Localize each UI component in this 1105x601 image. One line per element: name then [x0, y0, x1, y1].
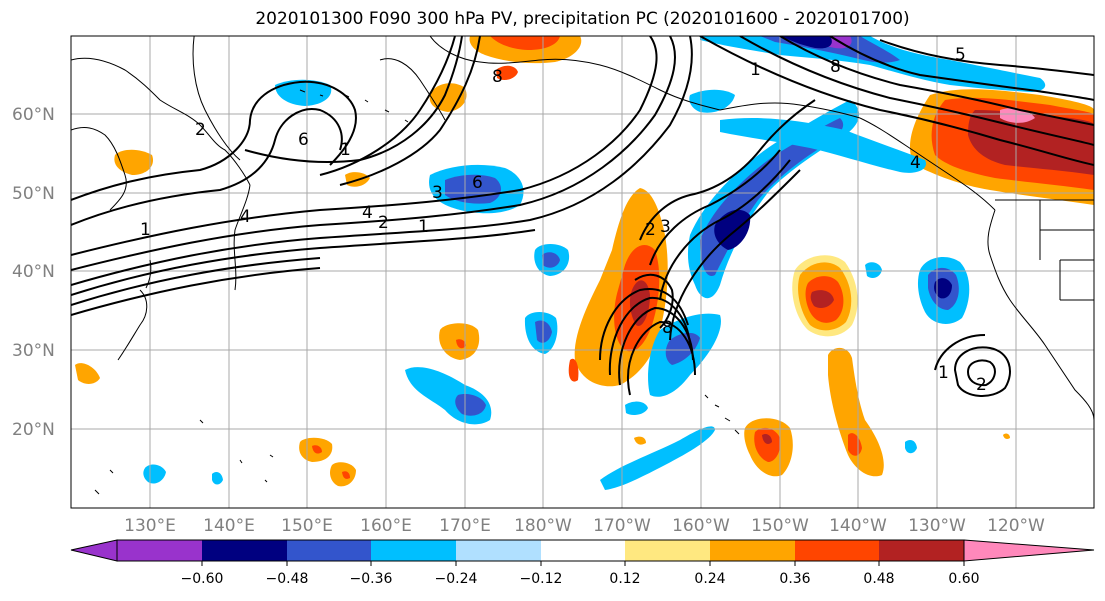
contour-label: 8: [830, 57, 841, 77]
lon-label: 160°E: [360, 516, 412, 536]
lon-label: 150°W: [751, 516, 809, 536]
map-gridlines: [71, 36, 1094, 508]
latitude-labels: 60°N 50°N 40°N 30°N 20°N: [12, 105, 55, 440]
lon-label: 180°W: [514, 516, 572, 536]
colorbar-tick-label: −0.48: [266, 571, 309, 587]
colorbar-tick-label: −0.36: [350, 571, 393, 587]
colorbar-segment: [879, 540, 964, 561]
colorbar-segment: [625, 540, 710, 561]
colorbar-segment: [202, 540, 287, 561]
colorbar-tick-label: 0.60: [948, 571, 979, 587]
colorbar-segment: [287, 540, 371, 561]
contour-label: 8: [662, 318, 673, 338]
coastlines: [71, 36, 1094, 495]
colorbar-extend-left: [70, 539, 118, 562]
longitude-labels: 130°E 140°E 150°E 160°E 170°E 180°W 170°…: [124, 516, 1045, 536]
lat-label: 60°N: [12, 105, 55, 125]
lon-label: 140°W: [829, 516, 887, 536]
contour-label: 5: [955, 45, 966, 65]
lon-label: 170°E: [439, 516, 491, 536]
lat-label: 50°N: [12, 184, 55, 204]
colorbar-segment: [541, 540, 625, 561]
contour-label: 2: [976, 375, 987, 395]
colorbar-tick-label: 0.48: [863, 571, 894, 587]
lat-label: 40°N: [12, 262, 55, 282]
lat-label: 20°N: [12, 420, 55, 440]
colorbar-tick-label: 0.24: [694, 571, 725, 587]
colorbar-segment: [117, 540, 202, 561]
colorbar-tick-label: 0.12: [609, 571, 640, 587]
map-frame: [70, 35, 1095, 509]
contour-label: 3: [660, 217, 671, 237]
contour-label: 1: [340, 140, 351, 160]
pv-contours: [71, 36, 1094, 397]
colorbar-tick-label: −0.60: [181, 571, 224, 587]
contour-label: 4: [910, 153, 921, 173]
colorbar-segment: [795, 540, 879, 561]
contour-label: 1: [750, 60, 761, 80]
colorbar-segment: [710, 540, 795, 561]
lon-label: 120°W: [987, 516, 1045, 536]
contour-label: 1: [140, 220, 151, 240]
lon-label: 130°W: [908, 516, 966, 536]
colorbar-segment: [456, 540, 541, 561]
lon-label: 150°E: [281, 516, 333, 536]
lon-label: 160°W: [672, 516, 730, 536]
contour-label: 2: [378, 213, 389, 233]
colorbar-tick-label: −0.24: [435, 571, 478, 587]
contour-label: 1: [418, 217, 429, 237]
map-title: 2020101300 F090 300 hPa PV, precipitatio…: [255, 9, 910, 29]
contour-label: 6: [298, 130, 309, 150]
colorbar-tick-label: −0.12: [520, 571, 563, 587]
lon-label: 130°E: [124, 516, 176, 536]
contour-label: 2: [645, 220, 656, 240]
contour-label: 4: [240, 207, 251, 227]
lat-label: 30°N: [12, 341, 55, 361]
contour-label: 8: [492, 67, 503, 87]
colorbar: −0.60 −0.48 −0.36 −0.24 −0.12 0.12 0.24 …: [70, 539, 1095, 587]
contour-label: 4: [362, 203, 373, 223]
colorbar-extend-right: [963, 539, 1095, 562]
lon-label: 170°W: [593, 516, 651, 536]
colorbar-tick-label: 0.36: [779, 571, 810, 587]
contour-labels: 1 2 4 6 8 1 2 3 4 6 1 5 8 2 1 3 4 8 1 2: [140, 45, 987, 395]
lon-label: 140°E: [203, 516, 255, 536]
contour-label: 6: [472, 173, 483, 193]
contour-label: 3: [432, 183, 443, 203]
contour-label: 2: [195, 120, 206, 140]
contour-label: 1: [938, 363, 949, 383]
colorbar-segment: [371, 540, 456, 561]
